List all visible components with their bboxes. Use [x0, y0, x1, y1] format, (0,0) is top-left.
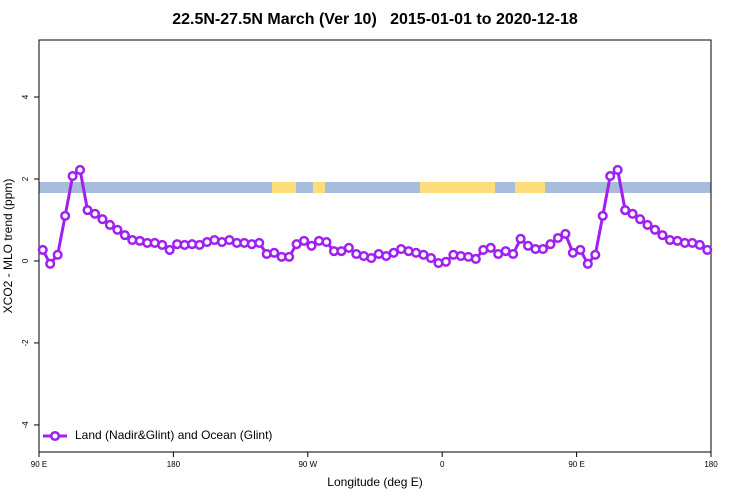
data-point [306, 240, 317, 251]
data-point [284, 251, 295, 262]
x-tick-label: 0 [440, 460, 445, 469]
data-point [119, 230, 130, 241]
data-point [157, 239, 168, 251]
data-point [485, 242, 496, 253]
data-point [612, 164, 623, 176]
y-tick-label: 4 [21, 94, 30, 99]
data-point [575, 244, 586, 255]
y-tick-label: 0 [21, 258, 30, 263]
data-point [343, 242, 354, 253]
y-tick-label: -2 [21, 339, 30, 347]
data-point [82, 205, 93, 216]
y-tick-label: 2 [21, 176, 30, 181]
land-strip [313, 182, 325, 193]
x-tick-label: 180 [704, 460, 718, 469]
data-point [582, 258, 593, 269]
ocean-strip [39, 182, 711, 193]
data-point [537, 244, 549, 255]
data-point [67, 171, 78, 182]
data-point [299, 235, 310, 246]
data-point [104, 219, 115, 230]
map-strip [39, 182, 711, 193]
y-axis-label: XCO2 - MLO trend (ppm) [1, 179, 15, 314]
x-axis-label: Longitude (deg E) [327, 475, 422, 489]
data-point [560, 228, 571, 239]
data-point [254, 237, 265, 248]
data-point [620, 205, 631, 216]
plot-frame [38, 39, 712, 453]
data-point [97, 214, 108, 225]
data-point [470, 253, 481, 264]
data-point [440, 256, 451, 267]
data-point [552, 232, 563, 244]
legend: Land (Nadir&Glint) and Ocean (Glint) [43, 428, 272, 442]
legend-marker [49, 430, 61, 442]
data-point [657, 230, 668, 241]
data-point [515, 233, 526, 244]
data-point [388, 247, 399, 258]
legend-label: Land (Nadir&Glint) and Ocean (Glint) [75, 428, 272, 442]
data-point [597, 210, 608, 221]
data-point [605, 171, 616, 182]
data-point [627, 208, 638, 219]
x-tick-label: 180 [167, 460, 181, 469]
land-strip [515, 182, 545, 193]
data-point [702, 244, 713, 255]
data-point [112, 224, 123, 235]
data-point [164, 244, 175, 255]
data-point [45, 258, 56, 269]
x-tick-label: 90 E [568, 460, 584, 469]
data-point [649, 224, 661, 235]
data-point [425, 253, 437, 264]
data-point [590, 249, 601, 260]
data-point [60, 210, 71, 221]
data-point [75, 164, 86, 176]
data-point [52, 249, 63, 260]
data-point [269, 247, 280, 258]
land-strip [420, 182, 495, 193]
data-point [37, 244, 48, 255]
data-point [642, 219, 653, 230]
data-point [321, 237, 332, 248]
chart-title: 22.5N-27.5N March (Ver 10) 2015-01-01 to… [172, 11, 578, 28]
data-point [635, 214, 646, 225]
data-point [89, 208, 101, 219]
y-tick-label: -4 [21, 421, 30, 429]
data-point [366, 253, 377, 264]
data-point [545, 239, 556, 250]
x-tick-label: 90 W [298, 460, 317, 469]
land-strip [272, 182, 296, 193]
data-point [694, 239, 705, 251]
data-point [508, 248, 519, 260]
x-tick-label: 90 E [31, 460, 47, 469]
